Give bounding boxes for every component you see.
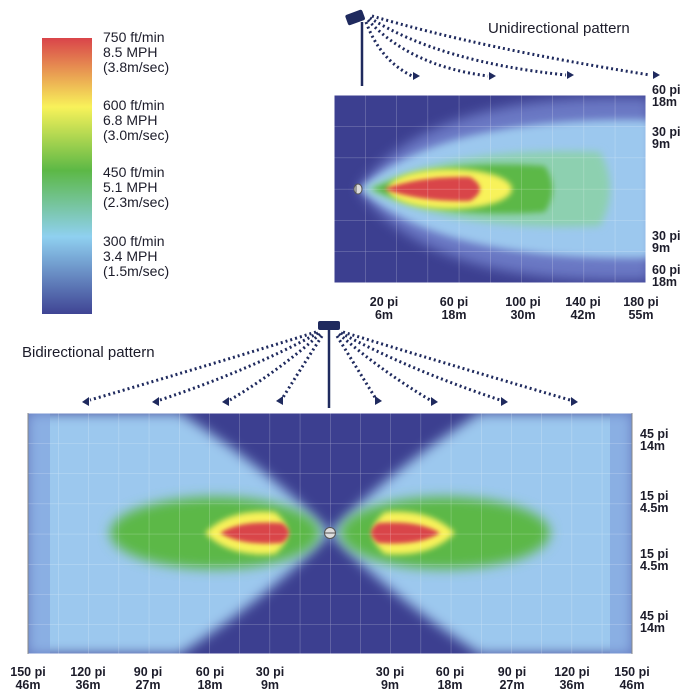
- unidirectional-y-tick: 30 pi 9m: [652, 229, 681, 255]
- unidirectional-fan-icon: [345, 9, 365, 86]
- bidirectional-y-tick: 45 pi 14m: [640, 609, 669, 635]
- bidirectional-fan-marker-icon: [324, 527, 336, 539]
- unidirectional-title: Unidirectional pattern: [488, 20, 630, 37]
- legend-label-300: 300 ft/min 3.4 MPH (1.5m/sec): [103, 233, 170, 279]
- bidirectional-x-tick: 150 pi 46m: [614, 665, 650, 692]
- bidirectional-title: Bidirectional pattern: [22, 344, 155, 361]
- unidirectional-x-tick: 180 pi 55m: [623, 295, 659, 322]
- legend-color-bar: [42, 38, 92, 314]
- bidirectional-fan-icon: [318, 321, 340, 408]
- unidirectional-x-tick: 140 pi 42m: [565, 295, 601, 322]
- bidirectional-x-tick: 60 pi 18m: [435, 665, 465, 692]
- bidirectional-y-tick: 15 pi 4.5m: [640, 489, 669, 515]
- unidirectional-y-tick: 60 pi 18m: [652, 83, 681, 109]
- fan-marker-icon: [353, 183, 363, 195]
- unidirectional-x-tick: 100 pi 30m: [505, 295, 541, 322]
- bidirectional-x-tick: 30 pi 9m: [255, 665, 285, 692]
- unidirectional-y-tick: 60 pi 18m: [652, 263, 681, 289]
- unidirectional-heatmap: [334, 95, 646, 283]
- bidirectional-x-tick: 30 pi 9m: [375, 665, 405, 692]
- legend-label-600: 600 ft/min 6.8 MPH (3.0m/sec): [103, 97, 170, 143]
- bidirectional-x-tick: 60 pi 18m: [195, 665, 225, 692]
- legend-label-450: 450 ft/min 5.1 MPH (2.3m/sec): [103, 164, 170, 210]
- bidirectional-airflow-arrows: [89, 330, 571, 402]
- legend-label-750: 750 ft/min 8.5 MPH (3.8m/sec): [103, 29, 170, 75]
- bidirectional-x-tick: 150 pi 46m: [10, 665, 46, 692]
- bidirectional-y-tick: 45 pi 14m: [640, 427, 669, 453]
- bidirectional-y-tick: 15 pi 4.5m: [640, 547, 669, 573]
- unidirectional-y-tick: 30 pi 9m: [652, 125, 681, 151]
- unidirectional-x-tick: 20 pi 6m: [369, 295, 399, 322]
- unidirectional-x-tick: 60 pi 18m: [439, 295, 469, 322]
- bidirectional-x-tick: 90 pi 27m: [497, 665, 527, 692]
- bidirectional-x-tick: 120 pi 36m: [70, 665, 106, 692]
- unidirectional-airflow-arrows: [364, 14, 651, 78]
- bidirectional-x-tick: 120 pi 36m: [554, 665, 590, 692]
- bidirectional-x-tick: 90 pi 27m: [133, 665, 163, 692]
